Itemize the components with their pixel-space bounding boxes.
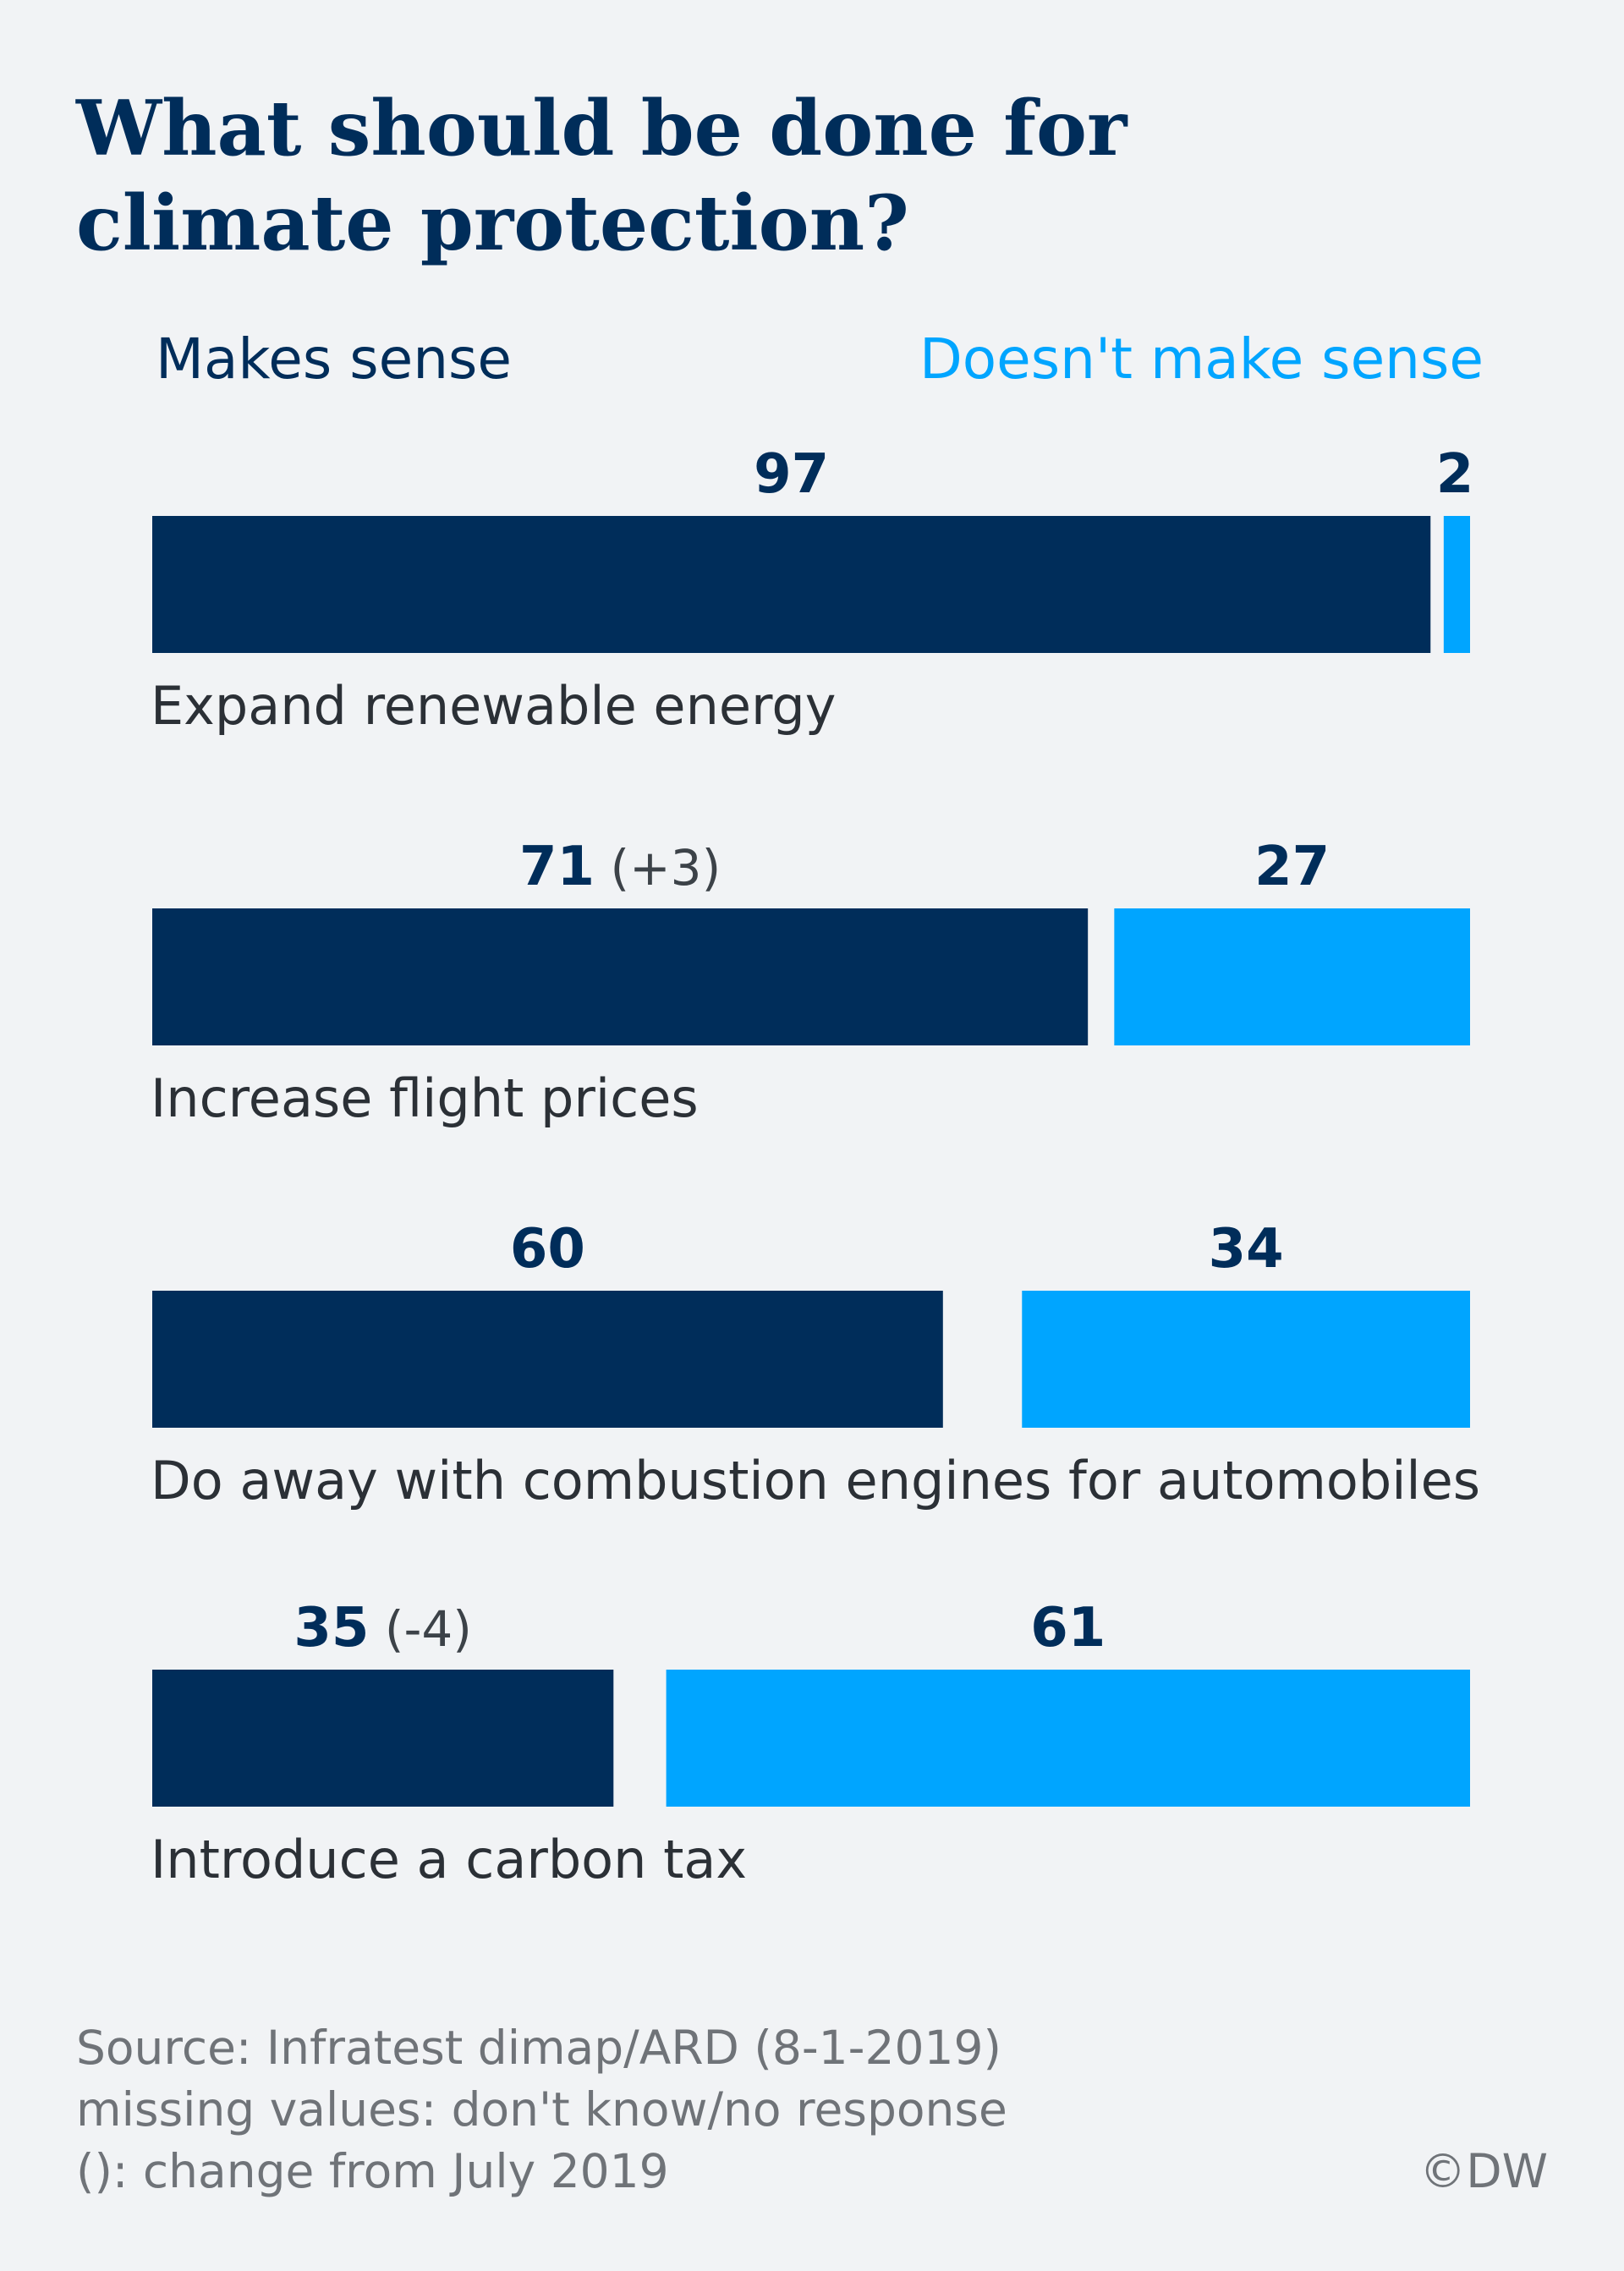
copyright-dw: ©DW [1419,2144,1548,2198]
footer-notes: Source: Infratest dimap/ARD (8-1-2019) m… [76,2017,1260,2202]
category-label-0: Expand renewable energy [151,675,836,737]
bar-makes-sense-0 [152,516,1431,653]
missing-values-note: missing values: don't know/no response [76,2082,1007,2137]
category-label-1: Increase flight prices [151,1067,699,1129]
chart-title: What should be done for climate protecti… [76,81,1345,271]
bar-doesnt-make-sense-2 [1022,1291,1470,1428]
bar-doesnt-make-sense-0 [1443,516,1470,653]
bar-makes-sense-1 [152,908,1089,1045]
source-note: Source: Infratest dimap/ARD (8-1-2019) [76,2021,1001,2075]
value-label-makes-sense-0: 97 [754,443,829,506]
value-label-makes-sense-3: 35 (-4) [294,1597,472,1659]
value-label-doesnt-make-sense-0: 2 [1436,443,1474,506]
bar-doesnt-make-sense-1 [1114,908,1470,1045]
change-note: (): change from July 2019 [76,2144,669,2198]
value-label-makes-sense-1: 71 (+3) [519,836,721,898]
value-label-doesnt-make-sense-1: 27 [1254,836,1330,898]
bar-makes-sense-3 [152,1670,614,1807]
title-line-2: climate protection? [76,178,909,268]
value-label-doesnt-make-sense-2: 34 [1209,1218,1284,1281]
bar-makes-sense-2 [152,1291,943,1428]
category-label-3: Introduce a carbon tax [151,1829,747,1890]
legend-makes-sense: Makes sense [156,326,513,392]
category-label-2: Do away with combustion engines for auto… [151,1450,1480,1511]
title-line-1: What should be done for [76,84,1127,173]
bar-doesnt-make-sense-3 [666,1670,1470,1807]
value-label-doesnt-make-sense-3: 61 [1030,1597,1106,1659]
value-label-makes-sense-2: 60 [510,1218,585,1281]
legend-doesnt-make-sense: Doesn't make sense [919,326,1484,392]
